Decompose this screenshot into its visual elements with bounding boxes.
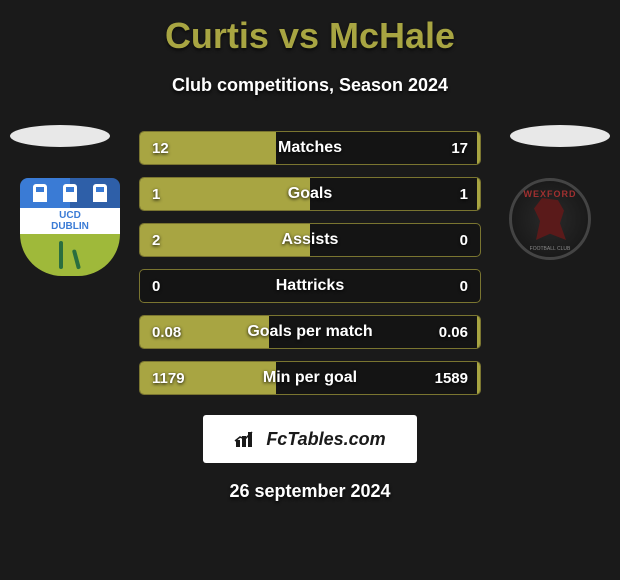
stat-row: 1179Min per goal1589 bbox=[139, 361, 481, 395]
stat-label: Goals bbox=[140, 185, 480, 203]
source-logo-text: FcTables.com bbox=[266, 429, 385, 450]
player-marker-left bbox=[10, 125, 110, 147]
stat-right-value: 0 bbox=[460, 232, 468, 249]
stat-row: 0.08Goals per match0.06 bbox=[139, 315, 481, 349]
team-badge-left: UCD DUBLIN bbox=[20, 178, 120, 263]
stat-row: 0Hattricks0 bbox=[139, 269, 481, 303]
chart-icon bbox=[234, 430, 258, 448]
ucd-badge-line2: DUBLIN bbox=[20, 221, 120, 232]
stat-row: 12Matches17 bbox=[139, 131, 481, 165]
harp-icon bbox=[59, 241, 81, 269]
stat-right-value: 0 bbox=[460, 278, 468, 295]
stat-row: 2Assists0 bbox=[139, 223, 481, 257]
stat-row: 1Goals1 bbox=[139, 177, 481, 211]
page-title: Curtis vs McHale bbox=[0, 15, 620, 57]
wexford-badge-icon: WEXFORD FOOTBALL CLUB bbox=[509, 178, 591, 260]
ucd-badge-icon: UCD DUBLIN bbox=[20, 178, 120, 263]
player-marker-right bbox=[510, 125, 610, 147]
stat-right-value: 1 bbox=[460, 186, 468, 203]
stat-right-value: 0.06 bbox=[439, 324, 468, 341]
wexford-badge-text: WEXFORD bbox=[524, 189, 577, 199]
stat-label: Min per goal bbox=[140, 369, 480, 387]
stat-label: Assists bbox=[140, 231, 480, 249]
stat-label: Hattricks bbox=[140, 277, 480, 295]
footer-date: 26 september 2024 bbox=[0, 481, 620, 502]
stat-right-value: 17 bbox=[451, 140, 468, 157]
stat-label: Matches bbox=[140, 139, 480, 157]
team-badge-right: WEXFORD FOOTBALL CLUB bbox=[500, 178, 600, 263]
stat-label: Goals per match bbox=[140, 323, 480, 341]
subtitle: Club competitions, Season 2024 bbox=[0, 75, 620, 96]
stats-container: 12Matches171Goals12Assists00Hattricks00.… bbox=[139, 131, 481, 395]
stat-right-value: 1589 bbox=[435, 370, 468, 387]
wexford-badge-sub: FOOTBALL CLUB bbox=[530, 246, 571, 252]
ucd-badge-line1: UCD bbox=[20, 210, 120, 221]
source-logo: FcTables.com bbox=[203, 415, 417, 463]
